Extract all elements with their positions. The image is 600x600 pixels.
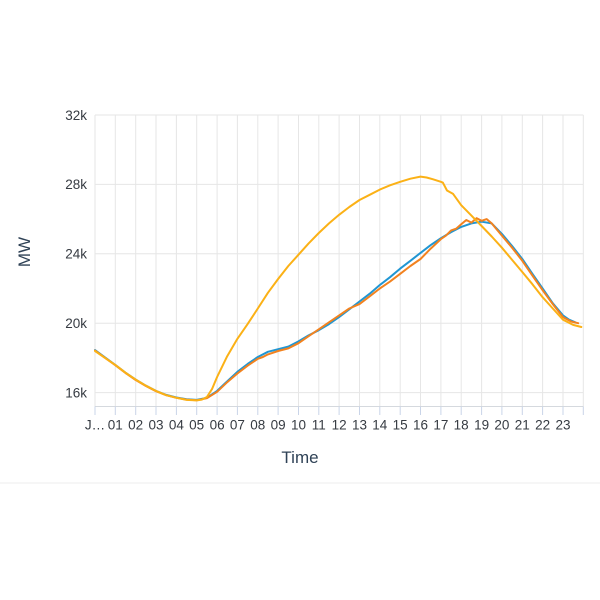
y-axis-title: MW <box>15 237 34 267</box>
x-axis-tick-labels: J… 01 02 03 04 05 06 07 08 09 10 11 12 13 14 15 16 17 18 19… <box>85 418 571 433</box>
x-tick-label-15: 15 <box>393 418 408 433</box>
y-tick-label: 20k <box>65 316 87 331</box>
x-tick-label-6: 06 <box>210 418 225 433</box>
x-tick-label-23: 23 <box>555 418 570 433</box>
x-tick-label-11: 11 <box>312 418 326 433</box>
x-tick-label-18: 18 <box>454 418 469 433</box>
x-tick-label-7: 07 <box>230 418 245 433</box>
y-axis-tick-labels: 16k 20k 24k 28k 32k <box>65 108 87 401</box>
x-tick-label-22: 22 <box>535 418 550 433</box>
y-tick-label: 32k <box>65 108 87 123</box>
x-tick-label-19: 19 <box>474 418 489 433</box>
x-tick-label-16: 16 <box>413 418 428 433</box>
chart-series <box>94 175 583 402</box>
x-axis <box>94 406 584 415</box>
y-tick-label: 16k <box>65 385 87 400</box>
x-tick-label-3: 03 <box>148 418 163 433</box>
x-tick-label-0: J… <box>85 418 105 433</box>
yellow-curve[interactable] <box>94 175 583 402</box>
x-tick-label-10: 10 <box>291 418 306 433</box>
y-tick-label: 28k <box>65 177 87 192</box>
x-axis-title: Time <box>281 448 318 467</box>
x-tick-label-2: 02 <box>128 418 143 433</box>
x-tick-label-14: 14 <box>372 418 388 433</box>
x-tick-label-17: 17 <box>433 418 448 433</box>
x-tick-label-20: 20 <box>494 418 509 433</box>
x-tick-label-12: 12 <box>332 418 347 433</box>
x-tick-label-21: 21 <box>515 418 530 433</box>
y-tick-label: 24k <box>65 247 87 262</box>
x-tick-label-5: 05 <box>189 418 204 433</box>
x-tick-label-1: 01 <box>108 418 123 433</box>
x-tick-label-9: 09 <box>271 418 286 433</box>
x-tick-label-13: 13 <box>352 418 367 433</box>
plot-area[interactable] <box>95 115 583 407</box>
x-tick-label-8: 08 <box>250 418 265 433</box>
x-tick-label-4: 04 <box>169 418 185 433</box>
